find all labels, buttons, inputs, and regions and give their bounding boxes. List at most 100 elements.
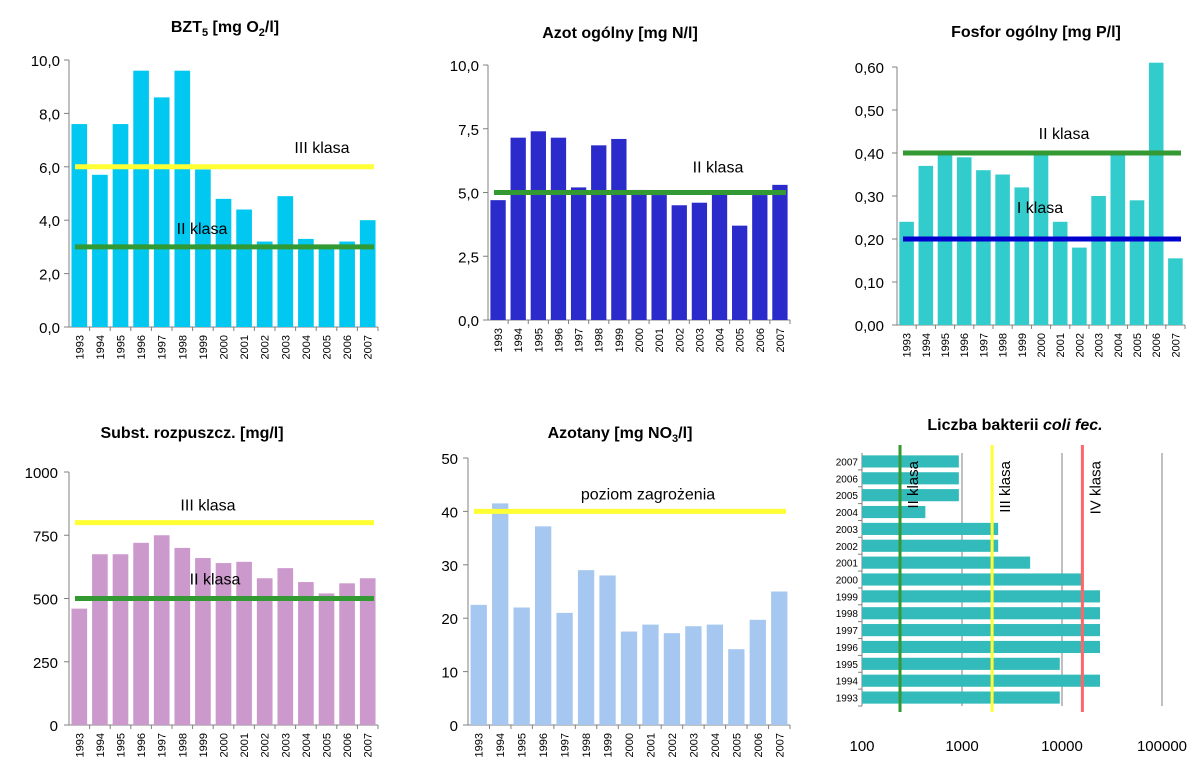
x-tick-label: 2004 xyxy=(710,733,722,757)
y-tick-label: 0,10 xyxy=(855,275,884,292)
bar-2003 xyxy=(277,196,294,327)
x-tick-label: 2006 xyxy=(755,328,767,352)
bar-1994 xyxy=(862,674,1101,687)
y-tick-label: 2002 xyxy=(836,542,859,553)
chart-title: Liczba bakterii coli fec. xyxy=(927,417,1102,434)
bar-1997 xyxy=(556,612,573,725)
x-tick-label: 2001 xyxy=(1055,333,1067,357)
x-tick-label: 2005 xyxy=(1132,333,1144,357)
bar-2000 xyxy=(620,631,638,725)
x-tick-label: 1998 xyxy=(177,733,189,757)
bar-1998 xyxy=(862,607,1101,620)
y-tick-label: 10,0 xyxy=(450,58,479,75)
bar-2004 xyxy=(711,192,728,320)
y-tick-label: 0,40 xyxy=(855,146,884,163)
x-tick-label: 2003 xyxy=(1094,333,1106,357)
bar-1997 xyxy=(976,170,991,325)
x-tick-label: 1996 xyxy=(553,328,565,352)
bar-2003 xyxy=(277,568,294,725)
x-tick-label: 1996 xyxy=(136,335,148,359)
y-tick-label: 0,20 xyxy=(855,232,884,249)
x-tick-label: 1995 xyxy=(517,733,529,757)
y-tick-label: 0,0 xyxy=(39,320,60,337)
x-tick-label: 2000 xyxy=(624,733,636,757)
x-tick-label: 2005 xyxy=(735,328,747,352)
y-tick-label: 4,0 xyxy=(39,213,60,230)
bar-2003 xyxy=(862,522,999,535)
chart-subst: Subst. rozpuszcz. [mg/l] 0 250 500 750 1000 19… xyxy=(25,425,379,757)
x-tick-label: 2000 xyxy=(219,335,231,359)
bar-2007 xyxy=(772,184,788,320)
x-tick-label: 2007 xyxy=(1170,333,1182,357)
y-tick-label: 50 xyxy=(441,451,458,468)
bar-1998 xyxy=(591,145,607,320)
bar-2006 xyxy=(749,619,766,725)
bar-1993 xyxy=(71,608,88,725)
bar-2002 xyxy=(671,205,687,320)
bar-2002 xyxy=(1072,247,1087,325)
x-tick-label: 1994 xyxy=(95,733,107,757)
bar-1998 xyxy=(174,70,191,328)
y-tick-label: 500 xyxy=(33,592,58,609)
x-tick-label: 1996 xyxy=(959,333,971,357)
x-tick-label: 2006 xyxy=(753,733,765,757)
y-tick-label: 0,00 xyxy=(855,318,884,335)
x-tick-label: 2006 xyxy=(342,733,354,757)
x-tick-label: 1997 xyxy=(560,733,572,757)
bar-1999 xyxy=(862,590,1101,603)
bar-1993 xyxy=(71,124,88,327)
x-tick-label: 2007 xyxy=(775,328,787,352)
chart-title: Fosfor ogólny [mg P/l] xyxy=(951,24,1121,41)
threshold-label: II klasa xyxy=(693,160,744,177)
y-tick-label: 30 xyxy=(441,558,458,575)
x-tick-label: 2002 xyxy=(674,328,686,352)
threshold-label: II klasa xyxy=(1039,126,1090,143)
chart-title: Azot ogólny [mg N/l] xyxy=(542,25,698,42)
threshold-label: III klasa xyxy=(294,140,349,157)
bar-2004 xyxy=(298,582,314,725)
threshold-label: II klasa xyxy=(190,572,241,589)
x-tick-label: 2001 xyxy=(654,328,666,352)
x-tick-label: 1997 xyxy=(157,335,169,359)
y-tick-label: 1998 xyxy=(836,609,859,620)
bar-1999 xyxy=(1014,187,1030,325)
bar-1994 xyxy=(492,503,509,725)
x-tick-label: 1998 xyxy=(177,335,189,359)
bar-2000 xyxy=(631,189,647,320)
x-tick-label: 2001 xyxy=(645,733,657,757)
y-tick-label: 1996 xyxy=(836,643,859,654)
x-tick-label: 100 xyxy=(849,738,874,755)
x-tick-label: 1998 xyxy=(581,733,593,757)
x-tick-label: 1994 xyxy=(95,335,107,359)
bar-2001 xyxy=(642,624,659,725)
x-tick-label: 2003 xyxy=(694,328,706,352)
bar-1995 xyxy=(513,607,530,725)
bar-1997 xyxy=(153,97,170,327)
x-tick-label: 1997 xyxy=(978,333,990,357)
threshold-label: IV klasa xyxy=(1087,460,1104,514)
x-tick-label: 2003 xyxy=(280,335,292,359)
bar-1995 xyxy=(112,554,129,725)
y-tick-label: 1995 xyxy=(836,660,859,671)
chart-bzt5: BZT5 [mg O2/l] 0,0 2,0 4,0 6,0 8,0 10,0 1993 199… xyxy=(31,19,379,359)
x-tick-label: 2003 xyxy=(688,733,700,757)
y-tick-label: 6,0 xyxy=(39,160,60,177)
bar-1997 xyxy=(570,187,587,320)
x-tick-label: 1993 xyxy=(74,733,86,757)
x-tick-label: 2007 xyxy=(774,733,786,757)
bar-2001 xyxy=(862,556,1031,569)
x-tick-label: 2006 xyxy=(342,335,354,359)
x-tick-label: 2005 xyxy=(322,335,334,359)
x-tick-label: 1999 xyxy=(614,328,626,352)
y-tick-label: 7,5 xyxy=(458,122,479,139)
bar-1997 xyxy=(862,624,1101,637)
y-tick-label: 10 xyxy=(441,665,458,682)
bar-1994 xyxy=(510,137,526,320)
bar-1993 xyxy=(490,200,506,320)
x-tick-label: 1998 xyxy=(594,328,606,352)
bar-1994 xyxy=(918,165,934,325)
x-tick-label: 10000 xyxy=(1041,738,1083,755)
bar-2006 xyxy=(339,241,355,327)
x-tick-label: 1995 xyxy=(533,328,545,352)
